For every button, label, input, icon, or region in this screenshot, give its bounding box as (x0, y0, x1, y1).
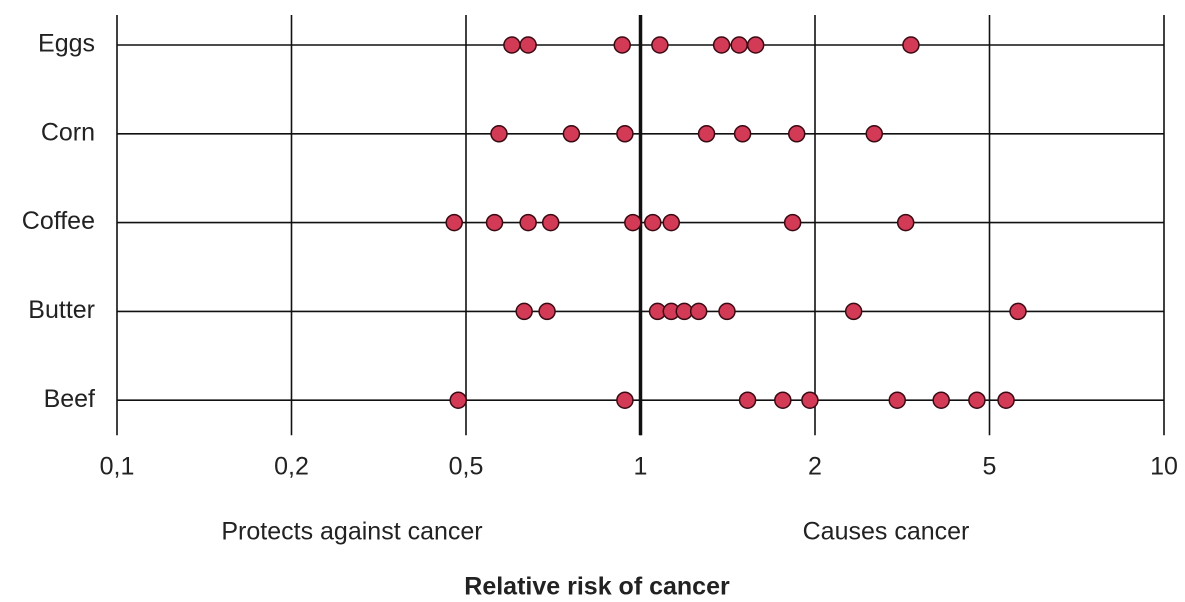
annotation-left: Protects against cancer (221, 518, 482, 546)
annotation-right: Causes cancer (803, 518, 970, 546)
x-axis-label: Relative risk of cancer (464, 573, 730, 601)
x-tick-label: 0,1 (100, 453, 135, 481)
point (730, 36, 748, 54)
point (651, 36, 669, 54)
point (445, 213, 463, 232)
point (997, 391, 1015, 409)
y-tick-label: Eggs (38, 30, 95, 58)
x-tick-label: 1 (634, 453, 648, 481)
y-tick-label: Beef (44, 385, 95, 413)
point (616, 125, 634, 143)
x-tick-label: 2 (808, 453, 822, 481)
point (503, 36, 521, 54)
point (932, 391, 950, 409)
point (774, 391, 792, 409)
y-tick-label: Coffee (22, 207, 95, 235)
point (733, 125, 752, 143)
point (718, 302, 736, 321)
point (697, 125, 716, 143)
point (675, 302, 694, 321)
point (541, 213, 560, 232)
point (519, 36, 537, 54)
point (746, 36, 765, 54)
point (689, 302, 708, 321)
x-tick-label: 0,2 (274, 453, 309, 481)
point (538, 302, 556, 321)
point (515, 302, 533, 321)
point (662, 213, 681, 232)
y-tick-label: Corn (41, 118, 95, 146)
point (490, 125, 508, 143)
point (485, 213, 504, 232)
point (896, 213, 915, 232)
point (865, 125, 884, 143)
point (902, 36, 920, 54)
point (787, 125, 806, 143)
point (712, 36, 731, 54)
point (888, 391, 906, 409)
point (801, 391, 819, 409)
point (613, 36, 631, 54)
y-tick-label: Butter (28, 296, 95, 324)
point (449, 391, 467, 409)
point (844, 302, 863, 321)
point (1009, 302, 1027, 321)
point (562, 125, 581, 143)
x-tick-label: 5 (983, 453, 997, 481)
x-tick-label: 0,5 (449, 453, 484, 481)
point (738, 391, 757, 409)
point (624, 213, 642, 232)
point (616, 391, 634, 409)
x-tick-label: 10 (1150, 453, 1178, 481)
point (519, 213, 537, 232)
point (968, 391, 986, 409)
point (783, 213, 802, 232)
point (644, 213, 662, 232)
